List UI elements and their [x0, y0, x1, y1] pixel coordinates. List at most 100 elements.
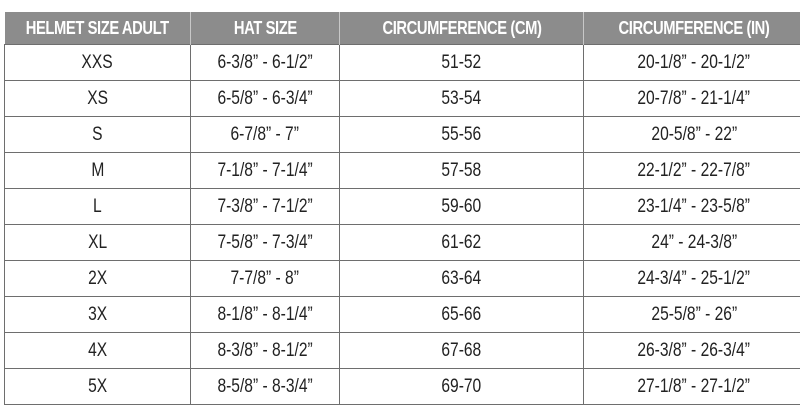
table-row: XL 7-5/8” - 7-3/4” 61-62 24” - 24-3/8”	[4, 224, 800, 261]
cell-text: 26-3/8” - 26-3/4”	[637, 339, 751, 361]
table-cell: XS	[4, 80, 191, 117]
table-cell: 57-58	[339, 152, 584, 189]
cell-text: 57-58	[441, 159, 482, 181]
table-cell: 26-3/8” - 26-3/4”	[583, 332, 800, 369]
table-cell: 7-5/8” - 7-3/4”	[190, 224, 340, 261]
cell-text: 8-3/8” - 8-1/2”	[217, 339, 313, 361]
cell-text: 6-3/8” - 6-1/2”	[217, 51, 313, 73]
cell-text: 55-56	[441, 123, 482, 145]
table-cell: 67-68	[339, 332, 584, 369]
table-cell: 2X	[4, 260, 191, 297]
table-cell: 63-64	[339, 260, 584, 297]
table-cell: M	[4, 152, 191, 189]
table-row: 2X 7-7/8” - 8” 63-64 24-3/4” - 25-1/2”	[4, 260, 800, 297]
cell-text: 6-7/8” - 7”	[230, 123, 300, 145]
table-cell: 55-56	[339, 116, 584, 153]
cell-text: 24” - 24-3/8”	[651, 231, 737, 253]
cell-text: 7-1/8” - 7-1/4”	[217, 159, 313, 181]
column-header-label: CIRCUMFERENCE (CM)	[381, 17, 542, 38]
table-cell: 27-1/8” - 27-1/2”	[583, 368, 800, 405]
cell-text: 51-52	[441, 51, 482, 73]
cell-text: 7-5/8” - 7-3/4”	[217, 231, 313, 253]
cell-text: 23-1/4” - 23-5/8”	[637, 195, 751, 217]
cell-text: 4X	[87, 339, 108, 361]
table-cell: XXS	[4, 44, 191, 81]
cell-text: 63-64	[441, 267, 482, 289]
table-cell: 53-54	[339, 80, 584, 117]
cell-text: 27-1/8” - 27-1/2”	[637, 375, 751, 397]
table-cell: 8-1/8” - 8-1/4”	[190, 296, 340, 333]
table-row: 4X 8-3/8” - 8-1/2” 67-68 26-3/8” - 26-3/4”	[4, 332, 800, 369]
table-row: 5X 8-5/8” - 8-3/4” 69-70 27-1/8” - 27-1/2”	[4, 368, 800, 405]
table-row: L 7-3/8” - 7-1/2” 59-60 23-1/4” - 23-5/8”	[4, 188, 800, 225]
table-cell: 3X	[4, 296, 191, 333]
table-cell: 20-7/8” - 21-1/4”	[583, 80, 800, 117]
table-cell: 7-1/8” - 7-1/4”	[190, 152, 340, 189]
table-cell: 7-7/8” - 8”	[190, 260, 340, 297]
cell-text: 7-7/8” - 8”	[230, 267, 300, 289]
cell-text: 20-1/8” - 20-1/2”	[637, 51, 751, 73]
cell-text: 8-1/8” - 8-1/4”	[217, 303, 313, 325]
table-cell: XL	[4, 224, 191, 261]
table-cell: 24-3/4” - 25-1/2”	[583, 260, 800, 297]
table-cell: 25-5/8” - 26”	[583, 296, 800, 333]
column-header-label: HAT SIZE	[233, 17, 297, 38]
column-header: CIRCUMFERENCE (CM)	[339, 12, 584, 45]
cell-text: 61-62	[441, 231, 482, 253]
cell-text: M	[91, 159, 104, 181]
cell-text: 24-3/4” - 25-1/2”	[637, 267, 751, 289]
cell-text: XXS	[81, 51, 114, 73]
table-cell: 24” - 24-3/8”	[583, 224, 800, 261]
cell-text: 20-7/8” - 21-1/4”	[637, 87, 751, 109]
cell-text: 59-60	[441, 195, 482, 217]
table-row: S 6-7/8” - 7” 55-56 20-5/8” - 22”	[4, 116, 800, 153]
header-row: HELMET SIZE ADULT HAT SIZE CIRCUMFERENCE (…	[4, 12, 800, 45]
table-cell: 6-5/8” - 6-3/4”	[190, 80, 340, 117]
cell-text: 20-5/8” - 22”	[651, 123, 737, 145]
cell-text: 6-5/8” - 6-3/4”	[217, 87, 313, 109]
table-cell: S	[4, 116, 191, 153]
table-cell: 65-66	[339, 296, 584, 333]
table-cell: 69-70	[339, 368, 584, 405]
table-row: XS 6-5/8” - 6-3/4” 53-54 20-7/8” - 21-1/4”	[4, 80, 800, 117]
table-cell: 22-1/2” - 22-7/8”	[583, 152, 800, 189]
table-cell: 4X	[4, 332, 191, 369]
cell-text: 3X	[87, 303, 108, 325]
cell-text: S	[92, 123, 103, 145]
table-cell: 23-1/4” - 23-5/8”	[583, 188, 800, 225]
cell-text: 22-1/2” - 22-7/8”	[637, 159, 751, 181]
table-cell: 7-3/8” - 7-1/2”	[190, 188, 340, 225]
table-cell: 6-7/8” - 7”	[190, 116, 340, 153]
cell-text: XL	[87, 231, 108, 253]
cell-text: 25-5/8” - 26”	[651, 303, 737, 325]
cell-text: 65-66	[441, 303, 482, 325]
table-cell: 51-52	[339, 44, 584, 81]
table-cell: 8-3/8” - 8-1/2”	[190, 332, 340, 369]
table-cell: 5X	[4, 368, 191, 405]
table-cell: 59-60	[339, 188, 584, 225]
cell-text: L	[93, 195, 102, 217]
column-header: HELMET SIZE ADULT	[4, 12, 191, 45]
table-cell: L	[4, 188, 191, 225]
cell-text: 2X	[87, 267, 108, 289]
table-cell: 61-62	[339, 224, 584, 261]
cell-text: 5X	[87, 375, 108, 397]
column-header-label: HELMET SIZE ADULT	[25, 17, 169, 38]
cell-text: XS	[87, 87, 108, 109]
table-row: 3X 8-1/8” - 8-1/4” 65-66 25-5/8” - 26”	[4, 296, 800, 333]
cell-text: 69-70	[441, 375, 482, 397]
column-header-label: CIRCUMFERENCE (IN)	[618, 17, 770, 38]
column-header: CIRCUMFERENCE (IN)	[583, 12, 800, 45]
table-cell: 8-5/8” - 8-3/4”	[190, 368, 340, 405]
table-cell: 20-5/8” - 22”	[583, 116, 800, 153]
table-cell: 20-1/8” - 20-1/2”	[583, 44, 800, 81]
table-row: XXS 6-3/8” - 6-1/2” 51-52 20-1/8” - 20-1/2”	[4, 44, 800, 81]
cell-text: 8-5/8” - 8-3/4”	[217, 375, 313, 397]
helmet-size-table: HELMET SIZE ADULT HAT SIZE CIRCUMFERENCE (…	[4, 12, 800, 405]
cell-text: 67-68	[441, 339, 482, 361]
column-header: HAT SIZE	[190, 12, 340, 45]
table-cell: 6-3/8” - 6-1/2”	[190, 44, 340, 81]
cell-text: 7-3/8” - 7-1/2”	[217, 195, 313, 217]
table-row: M 7-1/8” - 7-1/4” 57-58 22-1/2” - 22-7/8”	[4, 152, 800, 189]
cell-text: 53-54	[441, 87, 482, 109]
